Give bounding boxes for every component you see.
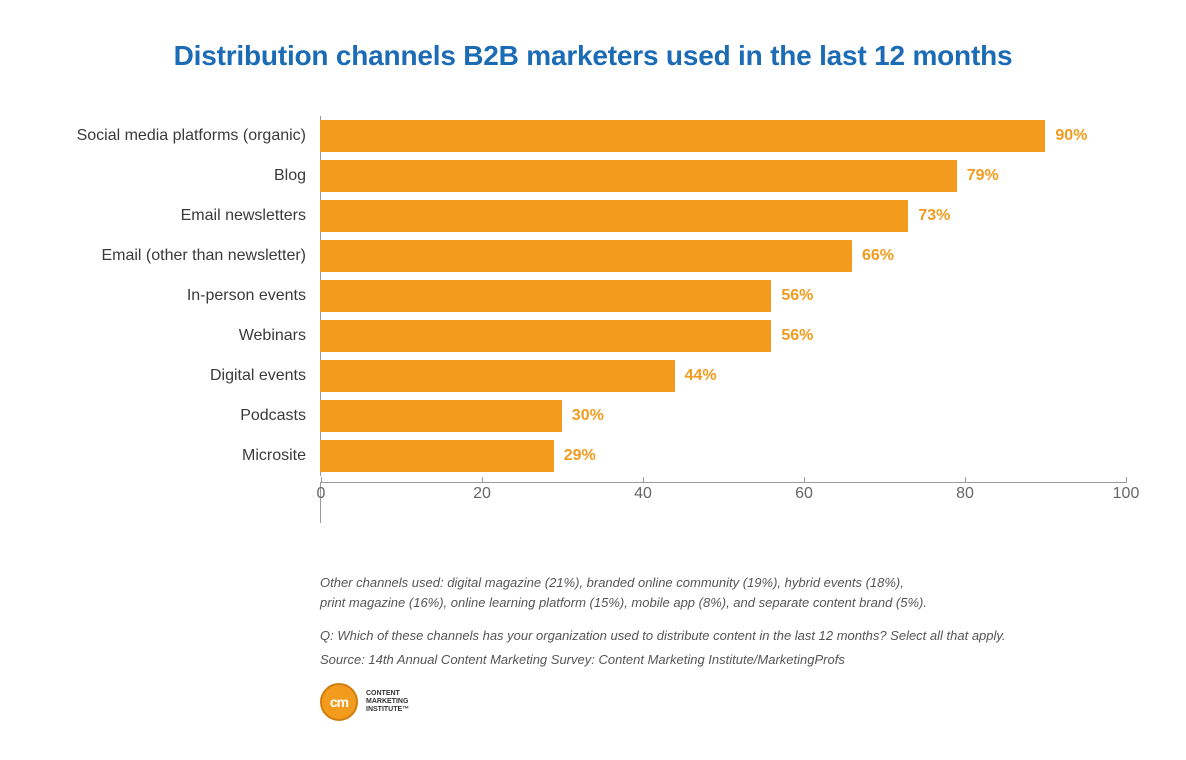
logo-badge-icon: cm: [320, 683, 358, 721]
chart-title: Distribution channels B2B marketers used…: [60, 40, 1126, 72]
tick-label: 40: [623, 485, 663, 503]
bars-panel: 90%79%73%66%56%56%44%30%29% 020406080100: [320, 116, 1126, 523]
y-axis-label: Social media platforms (organic): [60, 116, 320, 156]
footnote-question: Q: Which of these channels has your orga…: [320, 626, 1126, 646]
bar-row: 56%: [320, 316, 1126, 356]
bar-row: 66%: [320, 236, 1126, 276]
bar-value-label: 73%: [908, 196, 950, 236]
tick-mark: [321, 477, 322, 483]
bar-value-label: 44%: [675, 356, 717, 396]
footnote-other-line2: print magazine (16%), online learning pl…: [320, 595, 927, 610]
tick-mark: [482, 477, 483, 483]
bar-row: 29%: [320, 436, 1126, 476]
tick-mark: [965, 477, 966, 483]
bar: [320, 320, 771, 352]
bar: [320, 400, 562, 432]
y-axis-label: Blog: [60, 156, 320, 196]
plot-area: Social media platforms (organic)BlogEmai…: [60, 116, 1126, 523]
bar-value-label: 79%: [957, 156, 999, 196]
tick-label: 20: [462, 485, 502, 503]
bar-row: 90%: [320, 116, 1126, 156]
bar: [320, 240, 852, 272]
bar-value-label: 56%: [771, 316, 813, 356]
tick-label: 60: [784, 485, 824, 503]
bar-value-label: 56%: [771, 276, 813, 316]
bar-row: 56%: [320, 276, 1126, 316]
logo-line3: Institute™: [366, 706, 409, 713]
tick-mark: [804, 477, 805, 483]
bar: [320, 280, 771, 312]
y-axis-label: Webinars: [60, 316, 320, 356]
bar-value-label: 29%: [554, 436, 596, 476]
footnote-other-line1: Other channels used: digital magazine (2…: [320, 575, 904, 590]
tick-label: 100: [1106, 485, 1146, 503]
tick-label: 80: [945, 485, 985, 503]
bar: [320, 160, 957, 192]
y-axis-label: Microsite: [60, 436, 320, 476]
logo-line2: Marketing: [366, 698, 408, 705]
bar: [320, 360, 675, 392]
bar-value-label: 66%: [852, 236, 894, 276]
bar-row: 30%: [320, 396, 1126, 436]
x-axis: 020406080100: [320, 482, 1126, 523]
chart-container: Distribution channels B2B marketers used…: [0, 0, 1186, 760]
bar: [320, 120, 1045, 152]
bar: [320, 440, 554, 472]
bar-value-label: 90%: [1045, 116, 1087, 156]
footnote-source: Source: 14th Annual Content Marketing Su…: [320, 650, 1126, 670]
bars-group: 90% 79%73% 66% 56%56% 44% 30%29%: [320, 116, 1126, 476]
tick-label: 0: [301, 485, 341, 503]
logo: cm Content Marketing Institute™: [320, 683, 1126, 721]
bar-value-label: 30%: [562, 396, 604, 436]
tick-mark: [643, 477, 644, 483]
y-axis-label: Digital events: [60, 356, 320, 396]
tick-mark: [1126, 477, 1127, 483]
y-axis-labels: Social media platforms (organic)BlogEmai…: [60, 116, 320, 476]
bar-row: 79%: [320, 156, 1126, 196]
logo-line1: Content: [366, 690, 400, 697]
y-axis-label: Email newsletters: [60, 196, 320, 236]
footnotes: Other channels used: digital magazine (2…: [320, 573, 1126, 669]
y-axis-label: Email (other than newsletter): [60, 236, 320, 276]
bar-row: 73%: [320, 196, 1126, 236]
bar-row: 44%: [320, 356, 1126, 396]
logo-text: Content Marketing Institute™: [366, 690, 409, 714]
y-axis-label: In-person events: [60, 276, 320, 316]
bar: [320, 200, 908, 232]
footnote-other-channels: Other channels used: digital magazine (2…: [320, 573, 1126, 612]
y-axis-label: Podcasts: [60, 396, 320, 436]
